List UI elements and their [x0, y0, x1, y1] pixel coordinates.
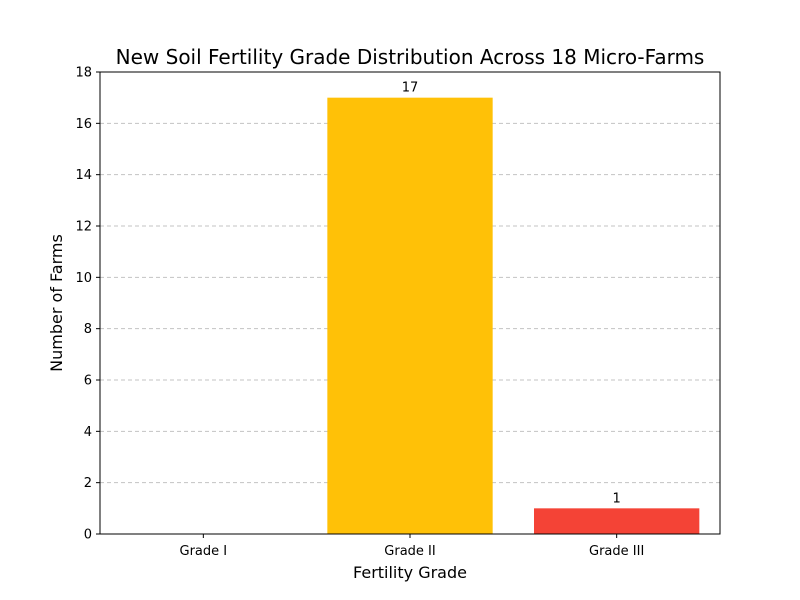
y-tick-label: 18: [75, 66, 92, 81]
y-tick-label: 4: [84, 425, 92, 440]
y-axis-label: Number of Farms: [47, 234, 66, 372]
x-tick-label: Grade I: [180, 544, 228, 559]
y-tick-label: 10: [75, 271, 92, 286]
bar-value-label: 1: [613, 491, 621, 506]
y-tick-label: 12: [75, 220, 92, 235]
y-tick-label: 2: [84, 476, 92, 491]
bar-value-label: 17: [402, 81, 419, 96]
x-axis-label: Fertility Grade: [353, 563, 467, 582]
x-tick-label: Grade II: [384, 544, 435, 559]
bar-grade-ii: [327, 97, 493, 535]
y-tick-label: 8: [84, 322, 92, 337]
x-tick-label: Grade III: [589, 544, 644, 559]
chart-title: New Soil Fertility Grade Distribution Ac…: [116, 45, 705, 69]
y-tick-label: 6: [84, 374, 92, 389]
y-tick-label: 0: [84, 528, 92, 543]
y-axis-ticks: 0 2 4 6 8 10 12 14 16 18: [75, 66, 100, 543]
bars: [327, 97, 700, 535]
x-axis-ticks: Grade I Grade II Grade III: [180, 534, 644, 559]
y-tick-label: 16: [75, 117, 92, 132]
y-tick-label: 14: [75, 168, 92, 183]
data-labels: 17 1: [402, 81, 621, 507]
bar-grade-iii: [534, 508, 700, 534]
